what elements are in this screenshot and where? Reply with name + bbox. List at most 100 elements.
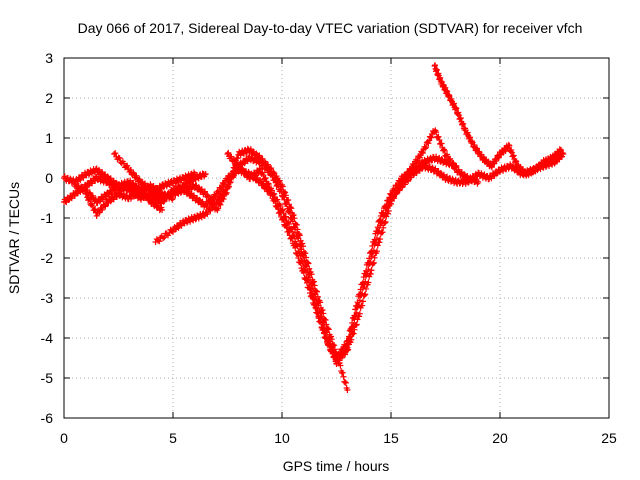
data-point: [110, 196, 117, 203]
data-point: [425, 140, 432, 147]
data-point: [338, 352, 345, 359]
data-point: [379, 218, 386, 225]
data-point: [116, 155, 123, 162]
data-point: [217, 201, 224, 208]
data-point: [229, 168, 236, 175]
data-point: [99, 196, 106, 203]
data-point: [331, 342, 338, 349]
data-point: [450, 100, 457, 107]
data-point: [356, 302, 363, 309]
data-point: [192, 216, 199, 223]
data-point: [322, 317, 329, 324]
data-point: [366, 260, 373, 267]
data-point: [215, 205, 222, 212]
data-point: [325, 340, 332, 347]
data-point: [107, 198, 114, 205]
data-point: [320, 325, 327, 332]
data-point: [86, 196, 93, 203]
data-point: [309, 291, 316, 298]
data-point: [488, 164, 495, 171]
data-point: [317, 319, 324, 326]
data-point: [273, 173, 280, 180]
data-point: [280, 216, 287, 223]
data-point: [427, 134, 434, 141]
y-tick-label: 1: [45, 130, 53, 146]
data-point: [207, 195, 214, 202]
data-point: [384, 204, 391, 211]
data-point: [558, 147, 565, 153]
data-point: [352, 313, 359, 320]
data-point: [191, 192, 198, 199]
data-point: [380, 224, 387, 231]
y-tick-label: 2: [45, 90, 53, 106]
data-point: [473, 145, 480, 152]
data-point: [359, 290, 366, 297]
data-point: [89, 203, 96, 210]
data-point: [308, 271, 315, 278]
data-point: [226, 179, 233, 186]
data-point: [141, 189, 148, 196]
data-point: [196, 196, 203, 203]
data-point: [210, 200, 217, 207]
data-point: [233, 159, 240, 166]
x-tick-label: 10: [274, 430, 290, 446]
x-tick-label: 0: [60, 430, 68, 446]
x-tick-label: 20: [492, 430, 508, 446]
data-point: [438, 140, 445, 147]
data-point: [120, 160, 127, 167]
data-point: [138, 178, 145, 185]
data-point: [297, 253, 304, 260]
data-point: [371, 254, 378, 261]
data-point: [252, 172, 259, 179]
data-point: [279, 206, 286, 213]
data-point: [368, 267, 375, 274]
data-point: [511, 159, 518, 166]
data-point: [365, 266, 372, 273]
y-tick-label: -3: [41, 290, 54, 306]
data-point: [288, 225, 295, 232]
data-point: [294, 226, 301, 233]
data-point: [390, 193, 397, 200]
data-point: [282, 213, 289, 220]
data-point: [435, 133, 442, 140]
data-point: [363, 285, 370, 292]
x-tick-label: 25: [601, 430, 617, 446]
y-axis-label: SDTVAR / TECUs: [6, 182, 22, 294]
data-point: [290, 211, 297, 218]
x-axis-label: GPS time / hours: [283, 458, 390, 474]
data-point: [326, 342, 333, 349]
data-point: [201, 171, 208, 178]
data-point: [317, 299, 324, 306]
data-point: [256, 152, 263, 159]
data-point: [339, 369, 346, 376]
data-point: [242, 168, 249, 175]
data-point: [311, 282, 318, 289]
series-track-9: [431, 62, 565, 179]
data-point: [416, 154, 423, 161]
data-point: [373, 235, 380, 242]
data-point: [455, 166, 462, 173]
data-point: [314, 293, 321, 300]
data-point: [92, 206, 99, 213]
data-point: [130, 169, 137, 176]
data-point: [291, 233, 298, 240]
data-point: [310, 278, 317, 285]
data-point: [453, 163, 460, 169]
x-tick-label: 15: [383, 430, 399, 446]
data-point: [347, 333, 354, 340]
y-tick-label: -1: [41, 210, 54, 226]
data-point: [156, 238, 163, 245]
data-point: [423, 144, 430, 151]
data-point: [306, 265, 313, 272]
data-point: [359, 298, 366, 305]
data-point: [202, 171, 209, 177]
data-point: [267, 165, 274, 172]
data-point: [350, 321, 357, 328]
data-point: [345, 340, 352, 347]
data-point: [432, 165, 439, 172]
data-point: [321, 330, 328, 337]
data-point: [356, 310, 363, 317]
data-point: [323, 335, 330, 342]
data-point: [292, 238, 299, 245]
data-point: [438, 156, 445, 163]
